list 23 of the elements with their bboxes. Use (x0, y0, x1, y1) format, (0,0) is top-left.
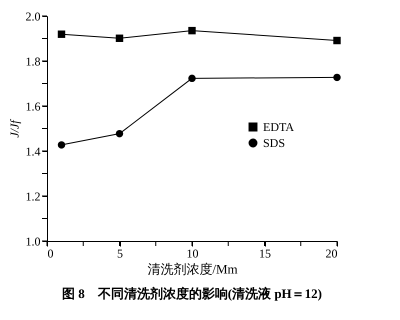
x-tick-label: 15 (259, 246, 271, 260)
y-axis-title: J/Jf (8, 118, 22, 138)
text: 图 8 不同清洗剂浓度的影响(清洗液 pH＝12) (62, 286, 322, 301)
y-tick-label: 2.0 (26, 10, 40, 24)
legend-label: EDTA (263, 120, 294, 134)
x-tick-label: 0 (48, 246, 54, 260)
point (58, 30, 66, 38)
point (188, 26, 196, 34)
point (58, 141, 66, 149)
x-tick-label: 20 (326, 246, 338, 260)
point (116, 130, 124, 138)
x-tick-label: 5 (117, 246, 123, 260)
y-tick-label: 1.8 (26, 54, 40, 68)
point (333, 74, 341, 82)
y-tick-label: 1.2 (26, 190, 40, 204)
y-tick-label: 1.6 (26, 100, 40, 114)
legend-label: SDS (263, 136, 286, 150)
point (188, 74, 196, 82)
y-tick-label: 1.0 (26, 234, 40, 248)
y-tick-label: 1.4 (26, 144, 40, 158)
x-axis-title: 清洗剂浓度/Mm (147, 262, 238, 276)
x-tick-label: 10 (186, 246, 198, 260)
point (116, 34, 124, 42)
